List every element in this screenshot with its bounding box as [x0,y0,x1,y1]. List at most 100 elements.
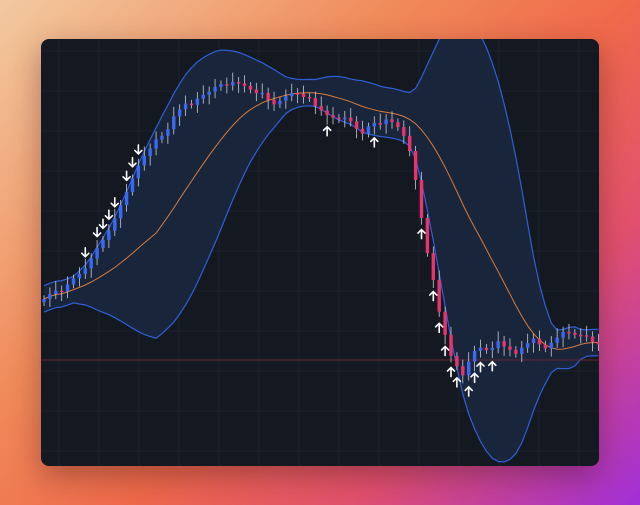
bollinger-bands [41,39,599,463]
candle-body [89,258,93,269]
candle-body [130,178,135,192]
candle-body [466,361,471,376]
candle-body [142,156,146,166]
buy-arrow-icon [446,366,456,378]
candle-body [54,290,58,294]
candle-body [413,151,418,180]
candle-body [484,347,489,351]
candle-body [449,334,453,356]
candle-body [502,341,506,347]
candle-body [219,84,223,88]
candle-body [343,117,347,120]
candle-body [390,119,394,123]
candle-body [118,205,123,219]
candle-body [579,334,583,337]
buy-arrow-icon [429,290,438,302]
candle-body [573,332,577,335]
candle-body [290,93,294,97]
candle-body [478,347,483,351]
middle-band-line [43,92,599,350]
candle-body [596,341,599,345]
sell-arrow-icon [80,246,90,258]
candle-body [537,338,542,345]
candle-body [201,94,205,99]
buy-arrow-icon [487,360,497,372]
candle-body [354,121,359,129]
candle-body [337,117,341,120]
candle-body [113,218,117,231]
candle-body [284,96,288,101]
candle-body [248,85,253,90]
candle-body [272,99,276,105]
candle-body [301,93,306,97]
candle-body [331,115,335,118]
sell-arrow-icon [128,156,137,168]
buy-arrow-icon [452,376,462,388]
candle-body [531,338,536,344]
candle-body [372,122,377,127]
sell-arrow-icon [110,196,120,208]
candle-body [160,135,164,140]
candle-body [402,127,406,136]
candle-body [166,129,170,136]
candle-body [508,346,512,350]
candle-body [231,82,235,86]
candle-body [225,84,229,86]
sell-arrow-icon [122,170,131,182]
candle-body [555,337,559,343]
candle-body [213,87,217,92]
candle-body [183,103,188,110]
chart-panel [41,39,599,466]
candle-body [242,83,247,86]
candle-body [461,366,465,376]
candle-body [307,96,312,99]
candle-body [419,179,424,218]
candle-body [65,284,70,292]
candle-body [543,344,548,349]
candle-body [107,230,111,240]
candle-body [520,347,524,354]
signal-markers [80,125,497,397]
candle-body [59,290,64,293]
candle-body [584,335,589,337]
candle-body [455,355,459,367]
candle-body [71,278,76,285]
candle-body [77,273,82,279]
candle-body [207,91,211,95]
candle-body [254,89,259,94]
candle-body [490,348,494,351]
candle-body [325,110,329,116]
band-fill [44,39,599,462]
buy-arrow-icon [440,345,450,357]
candle-body [396,122,400,128]
upper-band-line [43,39,599,331]
candle-body [313,98,318,107]
buy-arrow-icon [322,125,332,137]
candle-body [378,122,382,125]
sell-arrow-icon [92,226,102,238]
candle-body [590,336,595,342]
buy-arrow-icon [464,385,473,397]
candle-body [349,117,353,122]
buy-arrow-icon [476,361,485,373]
candle-body [124,191,129,206]
sell-arrow-icon [98,218,108,230]
candle-body [561,331,565,338]
candle-body [549,342,553,349]
candle-body [437,279,441,312]
candle-body [407,135,412,152]
sell-arrow-icon [134,144,143,156]
candle-body [360,128,365,134]
sell-arrow-icon [104,209,114,221]
candle-body [154,139,158,149]
candle-body [101,239,105,249]
candle-body [295,93,300,95]
candle-body [366,126,371,134]
buy-arrow-icon [370,136,379,148]
candle-body [195,98,200,105]
candle-body [48,293,52,299]
candle-body [319,106,323,111]
candle-body [236,82,241,84]
candle-body [567,331,571,334]
candle-body [266,92,270,100]
